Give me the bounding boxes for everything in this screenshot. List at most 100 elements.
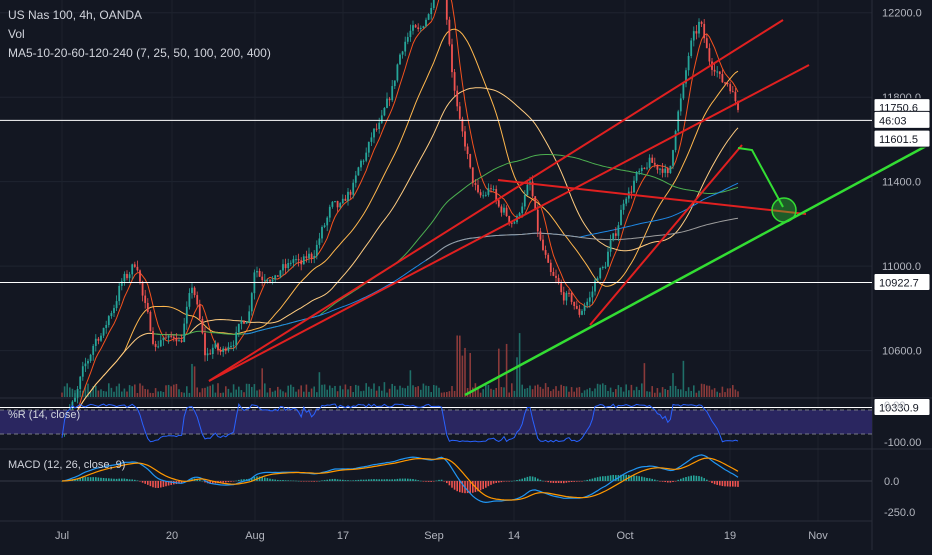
volume-bar bbox=[225, 386, 227, 397]
candle-body bbox=[461, 118, 464, 132]
volume-bar bbox=[521, 384, 523, 397]
volume-bar bbox=[89, 391, 92, 397]
macd-histogram-bar bbox=[550, 481, 552, 483]
price-tick-label: 11000.0 bbox=[882, 261, 921, 273]
candle-body bbox=[508, 216, 511, 223]
volume-bar bbox=[570, 387, 573, 397]
projection-arrow bbox=[737, 147, 784, 208]
macd-histogram-bar bbox=[115, 478, 118, 481]
candle-body bbox=[596, 278, 599, 281]
volume-bar bbox=[638, 390, 640, 397]
macd-histogram-bar bbox=[141, 481, 144, 483]
macd-histogram-bar bbox=[448, 481, 451, 486]
macd-histogram-bar bbox=[479, 481, 482, 491]
volume-bar bbox=[713, 388, 716, 397]
macd-histogram-bar bbox=[482, 481, 484, 490]
candle-body bbox=[110, 313, 113, 317]
candle-body bbox=[708, 48, 711, 62]
volume-bar bbox=[305, 384, 308, 397]
volume-bar bbox=[342, 389, 344, 397]
volume-bar bbox=[128, 385, 131, 397]
candle-body bbox=[638, 171, 641, 173]
candle-body bbox=[393, 80, 396, 87]
candle-body bbox=[609, 240, 612, 252]
macd-histogram-bar bbox=[633, 475, 635, 481]
volume-bar bbox=[352, 392, 354, 397]
macd-histogram-bar bbox=[557, 481, 560, 484]
volume-bar bbox=[323, 384, 326, 397]
macd-histogram-bar bbox=[113, 478, 115, 481]
volume-bar bbox=[136, 392, 139, 397]
volume-bar bbox=[321, 384, 323, 397]
candle-body bbox=[154, 343, 157, 347]
volume-bar bbox=[469, 352, 471, 397]
macd-histogram-bar bbox=[277, 479, 279, 481]
volume-bar bbox=[396, 389, 399, 397]
candle-body bbox=[167, 335, 170, 338]
volume-bar bbox=[591, 391, 594, 397]
volume-bar bbox=[102, 390, 105, 397]
candle-body bbox=[726, 83, 729, 85]
moving-average-line bbox=[61, 0, 739, 434]
price-tag-box bbox=[873, 398, 931, 416]
candle-body bbox=[422, 26, 425, 28]
volume-bar bbox=[251, 386, 253, 397]
macd-histogram-bar bbox=[407, 478, 409, 481]
macd-histogram-bar bbox=[162, 481, 165, 487]
volume-bar bbox=[674, 385, 677, 397]
macd-histogram-bar bbox=[368, 479, 370, 481]
volume-bar bbox=[420, 389, 422, 397]
volume-bar bbox=[157, 391, 159, 397]
volume-bar bbox=[589, 387, 591, 397]
macd-histogram-bar bbox=[357, 479, 360, 481]
volume-bar bbox=[118, 383, 120, 397]
candle-body bbox=[144, 295, 147, 303]
macd-histogram-bar bbox=[383, 479, 386, 481]
volume-bar bbox=[695, 392, 698, 397]
volume-bar bbox=[370, 388, 373, 397]
macd-histogram-bar bbox=[261, 476, 263, 481]
candle-body bbox=[386, 98, 388, 108]
volume-bar bbox=[126, 391, 128, 397]
volume-bar bbox=[209, 385, 211, 397]
volume-bar bbox=[448, 391, 451, 397]
candle-body bbox=[118, 285, 121, 302]
candle-body bbox=[243, 320, 245, 324]
candle-body bbox=[261, 276, 264, 281]
macd-histogram-bar bbox=[456, 481, 458, 492]
volume-bar bbox=[508, 392, 510, 397]
candle-body bbox=[456, 90, 459, 107]
macd-histogram-bar bbox=[121, 478, 123, 481]
candle-body bbox=[141, 281, 144, 296]
macd-histogram-bar bbox=[469, 481, 471, 493]
candle-body bbox=[737, 101, 739, 110]
volume-bar bbox=[180, 392, 183, 397]
candle-body bbox=[617, 225, 620, 236]
volume-bar bbox=[240, 390, 243, 397]
volume-bar bbox=[721, 386, 724, 397]
macd-histogram-bar bbox=[365, 479, 367, 481]
candle-body bbox=[607, 251, 609, 267]
candle-body bbox=[430, 8, 433, 15]
macd-histogram-bar bbox=[92, 477, 94, 481]
volume-bar bbox=[344, 384, 347, 397]
volume-bar bbox=[654, 392, 656, 397]
candle-body bbox=[310, 253, 313, 259]
macd-histogram-bar bbox=[661, 481, 664, 482]
volume-bar bbox=[659, 392, 661, 397]
candle-body bbox=[76, 389, 79, 398]
macd-histogram-bar bbox=[732, 481, 734, 487]
macd-histogram-bar bbox=[305, 481, 308, 482]
volume-bar bbox=[542, 388, 544, 397]
candle-body bbox=[328, 206, 331, 218]
macd-histogram-bar bbox=[79, 477, 81, 481]
macd-tick-label: 0.0 bbox=[884, 476, 899, 488]
candle-body bbox=[734, 91, 737, 102]
candle-body bbox=[573, 301, 576, 307]
candle-body bbox=[240, 320, 243, 324]
macd-histogram-bar bbox=[235, 480, 237, 482]
candle-body bbox=[565, 292, 568, 301]
candle-body bbox=[669, 165, 672, 174]
